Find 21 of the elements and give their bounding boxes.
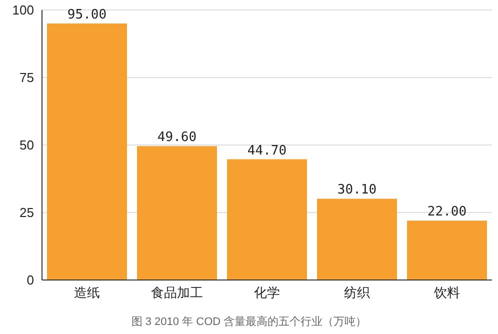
text: 图 3 2010 年 COD 含量最高的五个行业（万吨） xyxy=(130,314,368,329)
bar xyxy=(407,220,487,280)
data-label: 30.10 xyxy=(337,182,377,198)
x-tick-label: 纺织 xyxy=(344,285,370,300)
x-tick-label: 化学 xyxy=(254,285,280,300)
y-tick-label: 25 xyxy=(20,205,34,220)
bar xyxy=(317,198,397,280)
x-tick-label: 食品加工 xyxy=(151,285,203,300)
y-tick-label: 75 xyxy=(20,70,34,86)
x-tick-label: 造纸 xyxy=(74,285,100,300)
data-label: 95.00 xyxy=(67,8,107,22)
bar xyxy=(137,146,217,280)
y-tick-label: 0 xyxy=(26,272,34,288)
bar xyxy=(227,159,307,280)
data-label: 49.60 xyxy=(157,130,197,146)
data-label: 22.00 xyxy=(427,204,467,220)
bar xyxy=(47,24,127,280)
data-label: 44.70 xyxy=(247,143,287,158)
y-tick-label: 100 xyxy=(12,2,34,18)
y-tick-label: 50 xyxy=(20,138,34,153)
x-tick-label: 饮料 xyxy=(433,285,460,300)
